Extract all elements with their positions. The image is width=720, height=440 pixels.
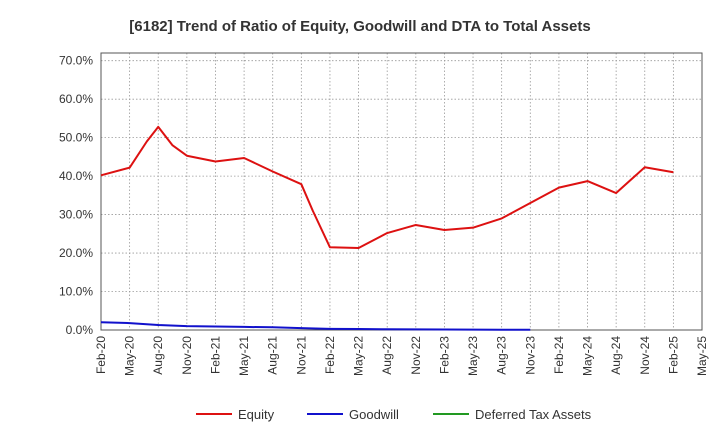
y-axis: 0.0% 10.0% 20.0% 30.0% 40.0% 50.0% 60.0% 70.0% — [59, 54, 93, 337]
x-tick-label: Nov-24 — [638, 336, 652, 375]
x-tick-label: Feb-25 — [666, 336, 680, 374]
x-tick-label: Feb-21 — [208, 336, 222, 374]
x-tick-label: Aug-21 — [266, 336, 280, 375]
x-tick-label: May-25 — [695, 336, 709, 376]
x-axis: Feb-20 May-20 Aug-20 Nov-20 Feb-21 May-21 Aug-… — [94, 336, 709, 376]
x-tick-label: Feb-24 — [552, 336, 566, 374]
x-tick-label: May-20 — [123, 336, 137, 376]
x-tick-label: May-24 — [581, 336, 595, 376]
x-tick-label: Aug-24 — [609, 336, 623, 375]
x-tick-label: Feb-22 — [323, 336, 337, 374]
legend-label-goodwill: Goodwill — [349, 407, 399, 422]
x-tick-label: May-21 — [237, 336, 251, 376]
x-tick-label: Aug-23 — [495, 336, 509, 375]
x-tick-label: May-23 — [466, 336, 480, 376]
series-line-equity — [100, 125, 674, 250]
x-tick-label: Aug-20 — [151, 336, 165, 375]
y-tick-label: 20.0% — [59, 246, 93, 260]
x-tick-label: Feb-20 — [94, 336, 108, 374]
y-tick-label: 70.0% — [59, 54, 93, 68]
y-tick-label: 50.0% — [59, 131, 93, 145]
y-tick-label: 10.0% — [59, 285, 93, 299]
x-tick-label: May-22 — [352, 336, 366, 376]
legend-label-equity: Equity — [238, 407, 275, 422]
x-tick-label: Nov-21 — [294, 336, 308, 375]
x-tick-label: Nov-23 — [523, 336, 537, 375]
series-lines — [100, 125, 674, 331]
y-tick-label: 30.0% — [59, 208, 93, 222]
x-tick-label: Aug-22 — [380, 336, 394, 375]
x-tick-label: Nov-20 — [180, 336, 194, 375]
y-tick-label: 40.0% — [59, 169, 93, 183]
chart-title: [6182] Trend of Ratio of Equity, Goodwil… — [129, 18, 590, 35]
y-tick-label: 60.0% — [59, 92, 93, 106]
legend: Equity Goodwill Deferred Tax Assets — [196, 407, 592, 422]
x-tick-label: Feb-23 — [437, 336, 451, 374]
y-tick-label: 0.0% — [66, 323, 94, 337]
series-line-goodwill — [100, 321, 531, 331]
legend-label-deferred-tax-assets: Deferred Tax Assets — [475, 407, 592, 422]
grid — [101, 53, 702, 330]
x-tick-label: Nov-22 — [409, 336, 423, 375]
